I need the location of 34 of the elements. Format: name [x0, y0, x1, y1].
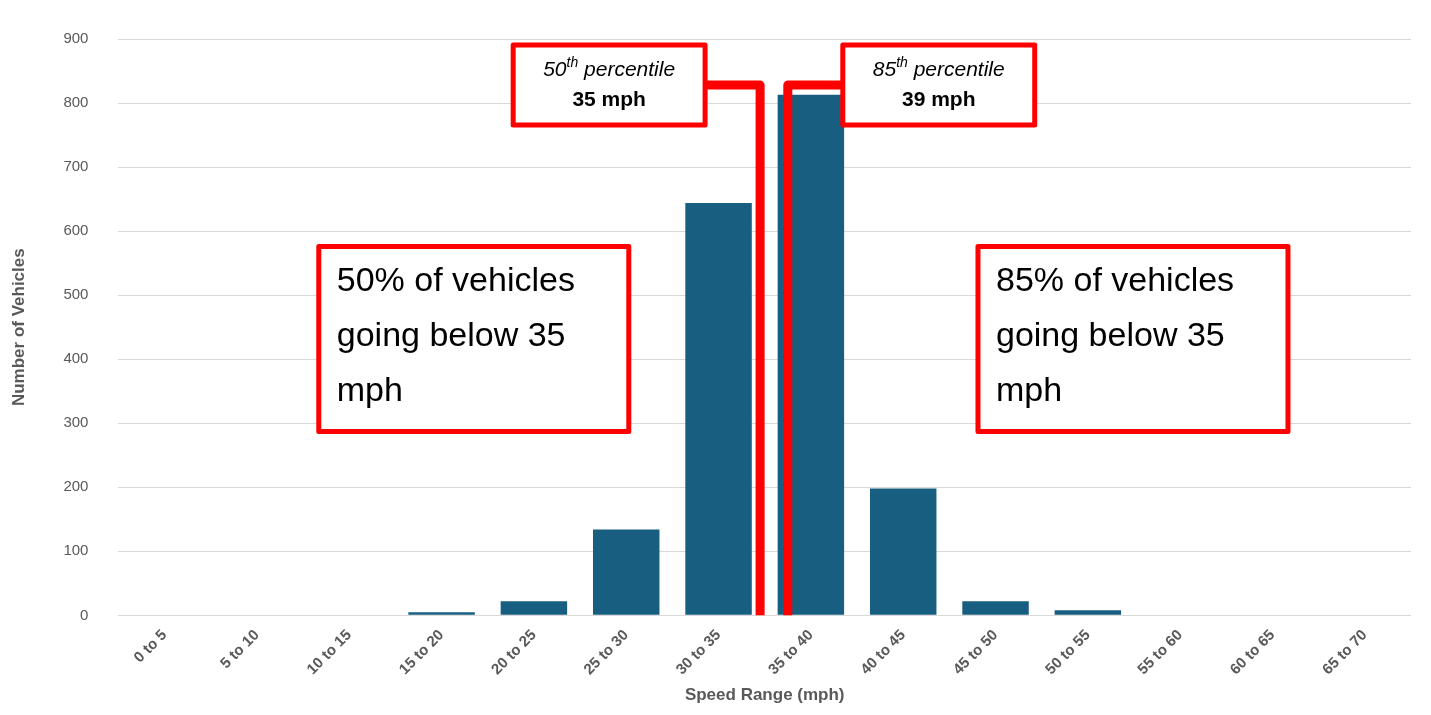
x-tick-label: 30 to 35 — [672, 625, 724, 678]
y-tick-label: 800 — [63, 93, 89, 111]
y-tick-label: 200 — [63, 477, 89, 495]
x-tick-label: 65 to 70 — [1318, 625, 1370, 678]
bar — [869, 488, 937, 615]
x-tick-label: 35 to 40 — [764, 625, 816, 678]
y-tick-label: 100 — [63, 541, 89, 559]
x-tick-label: 0 to 5 — [129, 625, 170, 666]
x-tick-label: 60 to 65 — [1226, 625, 1278, 678]
x-tick-label: 55 to 60 — [1133, 625, 1186, 678]
y-tick-label: 300 — [63, 413, 89, 431]
x-tick-label: 25 to 30 — [579, 625, 632, 678]
y-tick-label: 700 — [63, 157, 89, 175]
y-tick-label: 500 — [63, 285, 89, 303]
y-tick-label: 600 — [63, 221, 89, 239]
x-tick-label: 45 to 50 — [949, 625, 1001, 678]
annotation: 85% of vehicles going below 35 mph — [995, 259, 1235, 408]
x-tick-label: 50 to 55 — [1041, 625, 1093, 678]
bar — [1054, 610, 1122, 615]
annotation: 50% of vehicles going below 35 mph — [336, 259, 575, 408]
x-tick-label: 5 to 10 — [216, 625, 262, 672]
x-tick-label: 10 to 15 — [302, 625, 355, 678]
y-tick-label: 400 — [63, 349, 89, 367]
x-axis-title: Speed Range (mph) — [684, 685, 845, 705]
bar — [962, 601, 1029, 615]
x-tick-label: 40 to 45 — [856, 625, 909, 678]
y-tick-label: 0 — [80, 605, 89, 623]
bar — [592, 529, 660, 615]
y-tick-label: 900 — [63, 29, 89, 47]
bar — [408, 612, 475, 615]
bar — [500, 601, 568, 615]
x-tick-label: 20 to 25 — [487, 625, 539, 678]
y-axis-title: Number of Vehicles — [8, 248, 28, 407]
x-tick-label: 15 to 20 — [395, 625, 447, 678]
